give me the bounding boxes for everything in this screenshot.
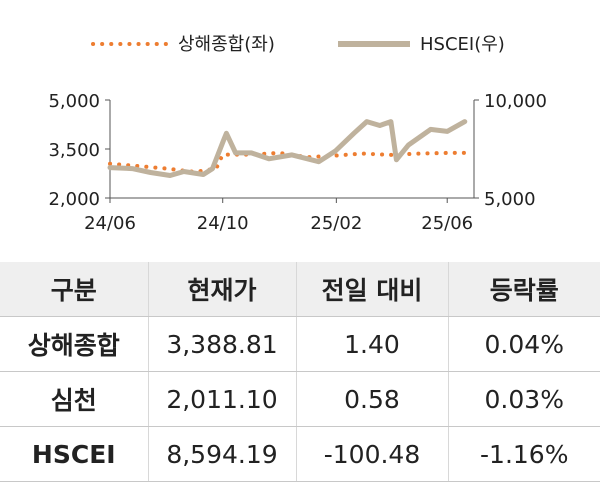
- legend: 상해종합(좌) HSCEI(우): [91, 34, 505, 55]
- right-tick-label: 5,000: [484, 189, 536, 210]
- table-row: 심천 2,011.10 0.58 0.03%: [0, 371, 600, 427]
- header-change-rate: 등락률: [447, 262, 600, 317]
- row-change-rate: 0.04%: [447, 316, 600, 372]
- right-tick-label: 10,000: [484, 91, 547, 112]
- market-table: 구분 현재가 전일 대비 등락률 상해종합 3,388.81 1.40 0.04…: [0, 262, 600, 482]
- legend-label-hscei: HSCEI(우): [420, 34, 505, 55]
- row-price: 8,594.19: [147, 426, 296, 482]
- row-change-rate: 0.03%: [447, 371, 600, 427]
- right-axis-ticks: 10,000 5,000: [474, 91, 547, 210]
- x-tick-label: 24/10: [197, 213, 249, 234]
- table-row: HSCEI 8,594.19 -100.48 -1.16%: [0, 426, 600, 482]
- row-change: -100.48: [295, 426, 448, 482]
- x-axis-ticks: 24/06 24/10 25/02 25/06: [84, 198, 473, 234]
- left-axis-ticks: 5,000 3,500 2,000: [48, 91, 110, 210]
- row-price: 2,011.10: [147, 371, 296, 427]
- row-change: 0.58: [295, 371, 448, 427]
- legend-label-shanghai: 상해종합(좌): [178, 34, 275, 55]
- row-change: 1.40: [295, 316, 448, 372]
- series-line-shanghai: [108, 150, 467, 174]
- row-name: 상해종합: [0, 316, 148, 372]
- row-price: 3,388.81: [147, 316, 296, 372]
- x-tick-label: 25/02: [310, 213, 362, 234]
- row-name: 심천: [0, 371, 148, 427]
- row-change-rate: -1.16%: [447, 426, 600, 482]
- header-category: 구분: [0, 262, 148, 317]
- table-header-row: 구분 현재가 전일 대비 등락률: [0, 262, 600, 317]
- x-tick-label: 25/06: [421, 213, 473, 234]
- table-row: 상해종합 3,388.81 1.40 0.04%: [0, 316, 600, 372]
- left-tick-label: 5,000: [48, 91, 100, 112]
- header-change: 전일 대비: [295, 262, 448, 317]
- index-line-chart: 상해종합(좌) HSCEI(우) 5,000 3,500 2,000 10,000 5…: [48, 34, 547, 234]
- left-tick-label: 2,000: [48, 189, 100, 210]
- x-tick-label: 24/06: [84, 213, 136, 234]
- left-tick-label: 3,500: [48, 140, 100, 161]
- series-line-hscei: [107, 119, 468, 178]
- header-price: 현재가: [147, 262, 296, 317]
- plot-area: [107, 119, 468, 178]
- row-name: HSCEI: [0, 426, 148, 482]
